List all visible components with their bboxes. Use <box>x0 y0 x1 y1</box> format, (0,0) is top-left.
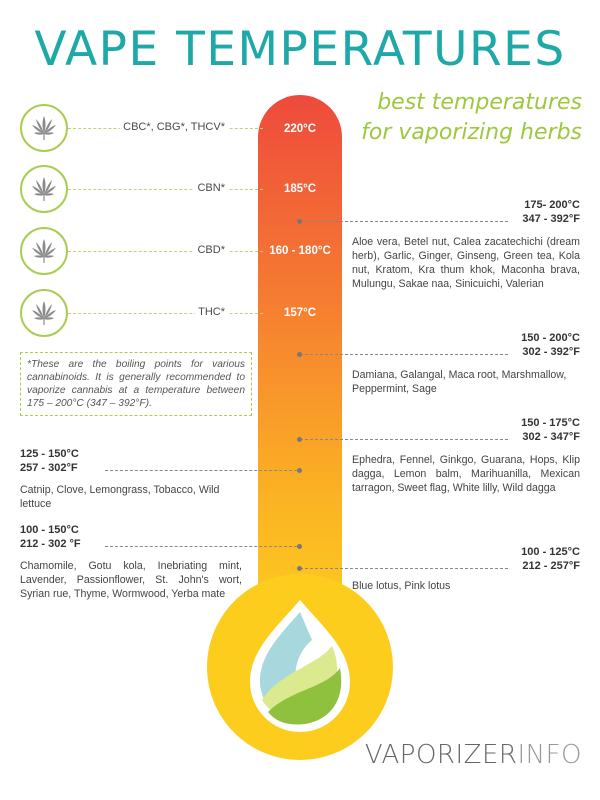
cannabinoid-label: CBC*, CBG*, THCV* <box>120 121 228 133</box>
cannabinoid-note: *These are the boiling points for variou… <box>20 352 252 416</box>
herb-list: Ephedra, Fennel, Ginkgo, Guarana, Hops, … <box>352 454 580 494</box>
connector-line <box>300 354 508 355</box>
cannabinoid-label: THC* <box>195 306 228 318</box>
range-fahrenheit: 302 - 392°F <box>522 346 580 358</box>
range-fahrenheit: 212 - 257°F <box>522 560 580 572</box>
left-group-2: 100 - 150°C 212 - 302 °F Chamomile, Gotu… <box>20 523 242 601</box>
cannabinoid-connector <box>68 251 263 252</box>
range-celsius: 150 - 200°C <box>521 332 580 344</box>
range-fahrenheit: 302 - 347°F <box>522 431 580 443</box>
herb-list: Catnip, Clove, Lemongrass, Tobacco, Wild… <box>20 484 220 510</box>
range-fahrenheit: 257 - 302°F <box>20 462 78 474</box>
connector-line <box>105 470 302 471</box>
subtitle-line-2: for vaporizing herbs <box>361 120 582 145</box>
subtitle-line-1: best temperatures <box>377 90 582 115</box>
cannabis-leaf-icon <box>20 104 68 152</box>
brand-logo: VAPORIZERINFO <box>365 740 582 770</box>
connector-dot <box>297 437 302 442</box>
therm-temp-1: 220°C <box>283 123 317 135</box>
left-group-1: 125 - 150°C 257 - 302°F Catnip, Clove, L… <box>20 447 240 511</box>
right-group-2: 150 - 200°C 302 - 392°F Damiana, Galanga… <box>352 331 580 396</box>
cannabinoid-label: CBD* <box>194 244 228 256</box>
cannabis-leaf-icon <box>20 289 68 337</box>
herb-list: Blue lotus, Pink lotus <box>352 580 451 592</box>
connector-dot <box>297 468 302 473</box>
therm-temp-4: 157°C <box>283 307 317 319</box>
connector-line <box>300 221 508 222</box>
therm-temp-3: 160 - 180°C <box>269 245 331 257</box>
connector-line <box>300 568 508 569</box>
range-celsius: 125 - 150°C <box>20 448 79 460</box>
right-group-1: 175- 200°C 347 - 392°F Aloe vera, Betel … <box>352 198 580 291</box>
connector-line <box>105 546 302 547</box>
connector-dot <box>297 544 302 549</box>
herb-list: Damiana, Galangal, Maca root, Marshmallo… <box>352 369 567 395</box>
cannabis-leaf-icon <box>20 165 68 213</box>
range-fahrenheit: 347 - 392°F <box>522 213 580 225</box>
brand-part-2: INFO <box>517 740 582 770</box>
range-celsius: 100 - 150°C <box>20 524 79 536</box>
subtitle: best temperatures for vaporizing herbs <box>322 88 582 148</box>
range-celsius: 175- 200°C <box>524 199 580 211</box>
connector-dot <box>297 219 302 224</box>
water-drop-leaf-icon <box>250 600 350 732</box>
range-celsius: 100 - 125°C <box>521 546 580 558</box>
right-group-4: 100 - 125°C 212 - 257°F Blue lotus, Pink… <box>352 545 580 593</box>
herb-list: Aloe vera, Betel nut, Calea zacatechichi… <box>352 236 580 290</box>
connector-line <box>300 439 508 440</box>
therm-temp-2: 185°C <box>283 183 317 195</box>
range-fahrenheit: 212 - 302 °F <box>20 538 81 550</box>
thermometer-tube <box>258 95 342 655</box>
connector-dot <box>297 352 302 357</box>
cannabinoid-connector <box>68 189 263 190</box>
brand-part-1: VAPORIZER <box>364 740 518 770</box>
page-title: VAPE TEMPERATURES <box>34 22 566 77</box>
range-celsius: 150 - 175°C <box>521 417 580 429</box>
cannabinoid-connector <box>68 313 263 314</box>
cannabinoid-label: CBN* <box>194 182 228 194</box>
herb-list: Chamomile, Gotu kola, Inebriating mint, … <box>20 560 242 600</box>
connector-dot <box>297 566 302 571</box>
cannabis-leaf-icon <box>20 227 68 275</box>
right-group-3: 150 - 175°C 302 - 347°F Ephedra, Fennel,… <box>352 416 580 495</box>
